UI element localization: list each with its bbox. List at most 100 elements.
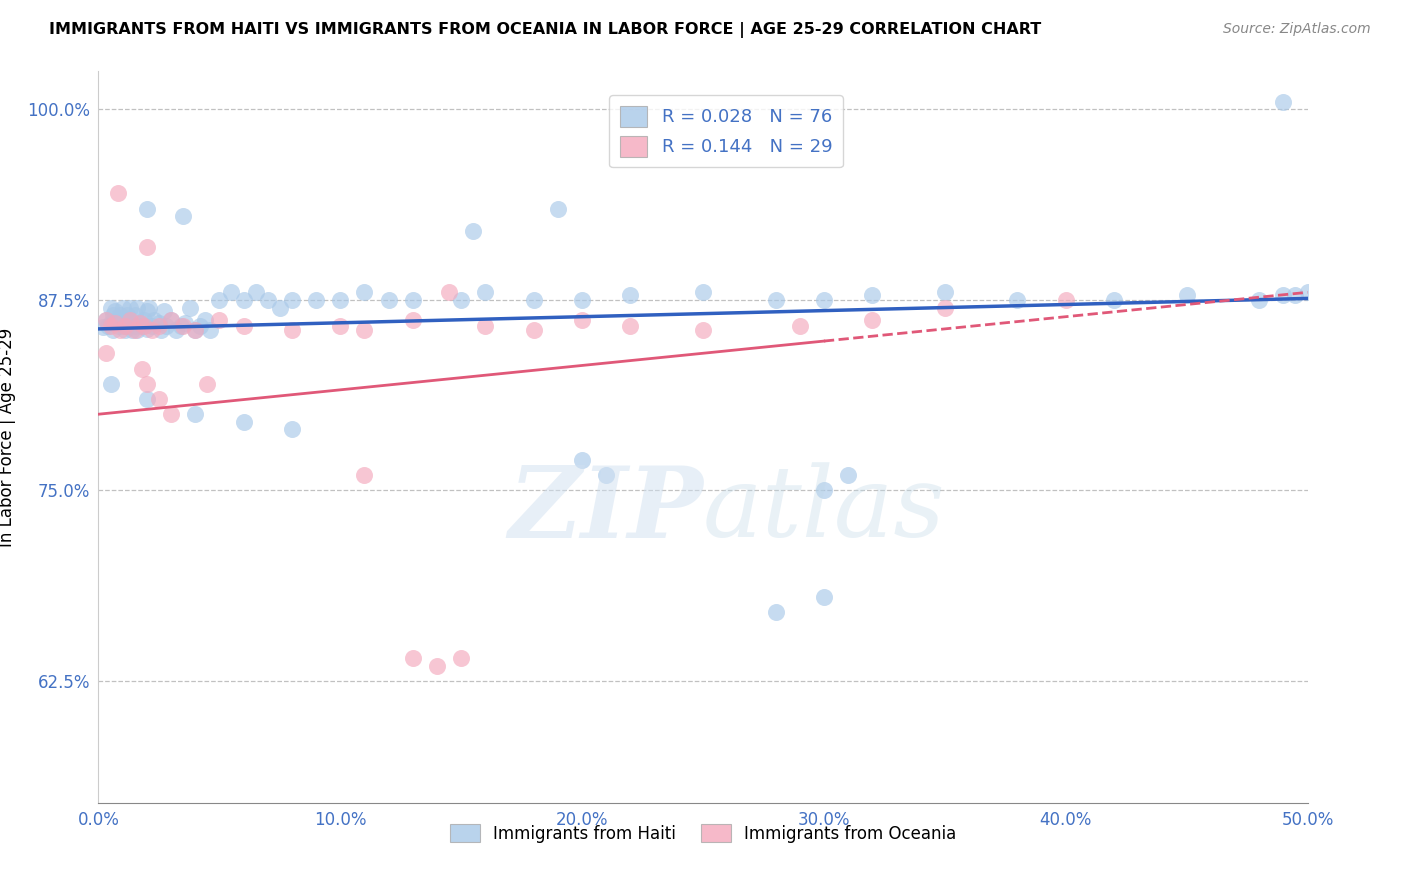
- Point: [107, 312, 129, 326]
- Point: [232, 415, 254, 429]
- Point: [104, 316, 127, 330]
- Point: [184, 323, 207, 337]
- Point: [353, 468, 375, 483]
- Point: [169, 318, 191, 333]
- Point: [128, 316, 150, 330]
- Point: [118, 316, 141, 330]
- Point: [172, 209, 194, 223]
- Point: [118, 312, 141, 326]
- Point: [1054, 293, 1077, 307]
- Point: [450, 293, 472, 307]
- Point: [329, 318, 352, 333]
- Point: [934, 285, 956, 300]
- Point: [619, 288, 641, 302]
- Point: [692, 323, 714, 337]
- Point: [195, 376, 218, 391]
- Text: ZIP: ZIP: [508, 462, 703, 558]
- Text: Source: ZipAtlas.com: Source: ZipAtlas.com: [1223, 22, 1371, 37]
- Point: [619, 318, 641, 333]
- Point: [402, 651, 425, 665]
- Point: [104, 316, 127, 330]
- Point: [281, 323, 304, 337]
- Point: [172, 318, 194, 333]
- Point: [127, 323, 149, 337]
- Point: [124, 323, 146, 337]
- Point: [281, 422, 304, 436]
- Point: [1007, 293, 1029, 307]
- Point: [117, 308, 139, 322]
- Point: [571, 293, 593, 307]
- Point: [131, 361, 153, 376]
- Point: [128, 316, 150, 330]
- Point: [813, 483, 835, 498]
- Point: [208, 312, 231, 326]
- Point: [523, 323, 546, 337]
- Point: [208, 293, 231, 307]
- Point: [232, 293, 254, 307]
- Point: [860, 312, 883, 326]
- Point: [135, 392, 157, 406]
- Point: [269, 301, 291, 315]
- Point: [160, 312, 183, 326]
- Point: [184, 407, 207, 421]
- Point: [813, 293, 835, 307]
- Point: [97, 318, 120, 333]
- Point: [134, 318, 156, 333]
- Text: IMMIGRANTS FROM HAITI VS IMMIGRANTS FROM OCEANIA IN LABOR FORCE | AGE 25-29 CORR: IMMIGRANTS FROM HAITI VS IMMIGRANTS FROM…: [49, 22, 1042, 38]
- Point: [124, 308, 146, 322]
- Point: [402, 293, 425, 307]
- Point: [188, 318, 211, 333]
- Point: [152, 303, 174, 318]
- Point: [91, 320, 114, 334]
- Point: [124, 318, 146, 333]
- Point: [141, 318, 163, 333]
- Point: [111, 301, 134, 315]
- Point: [134, 312, 156, 326]
- Point: [148, 392, 170, 406]
- Point: [138, 301, 160, 315]
- Point: [571, 453, 593, 467]
- Point: [1272, 288, 1295, 302]
- Point: [101, 308, 124, 322]
- Point: [765, 293, 787, 307]
- Point: [245, 285, 267, 300]
- Point: [127, 301, 149, 315]
- Point: [1284, 288, 1306, 302]
- Legend: Immigrants from Haiti, Immigrants from Oceania: Immigrants from Haiti, Immigrants from O…: [443, 818, 963, 849]
- Point: [143, 312, 166, 326]
- Point: [107, 318, 129, 333]
- Point: [165, 323, 187, 337]
- Point: [114, 318, 136, 333]
- Point: [692, 285, 714, 300]
- Point: [837, 468, 859, 483]
- Point: [131, 318, 153, 333]
- Point: [281, 293, 304, 307]
- Point: [184, 323, 207, 337]
- Point: [108, 316, 131, 330]
- Point: [221, 285, 243, 300]
- Point: [463, 224, 485, 238]
- Point: [174, 316, 197, 330]
- Point: [934, 301, 956, 315]
- Point: [114, 323, 136, 337]
- Point: [256, 293, 278, 307]
- Point: [1272, 95, 1295, 109]
- Point: [104, 303, 127, 318]
- Point: [426, 658, 449, 673]
- Point: [194, 312, 217, 326]
- Point: [135, 239, 157, 253]
- Point: [547, 202, 569, 216]
- Y-axis label: In Labor Force | Age 25-29: In Labor Force | Age 25-29: [0, 327, 15, 547]
- Point: [135, 303, 157, 318]
- Point: [353, 285, 375, 300]
- Point: [1296, 285, 1319, 300]
- Point: [160, 312, 183, 326]
- Point: [155, 318, 177, 333]
- Text: atlas: atlas: [703, 463, 946, 558]
- Point: [1249, 293, 1271, 307]
- Point: [450, 651, 472, 665]
- Point: [108, 323, 131, 337]
- Point: [402, 312, 425, 326]
- Point: [474, 285, 496, 300]
- Point: [135, 202, 157, 216]
